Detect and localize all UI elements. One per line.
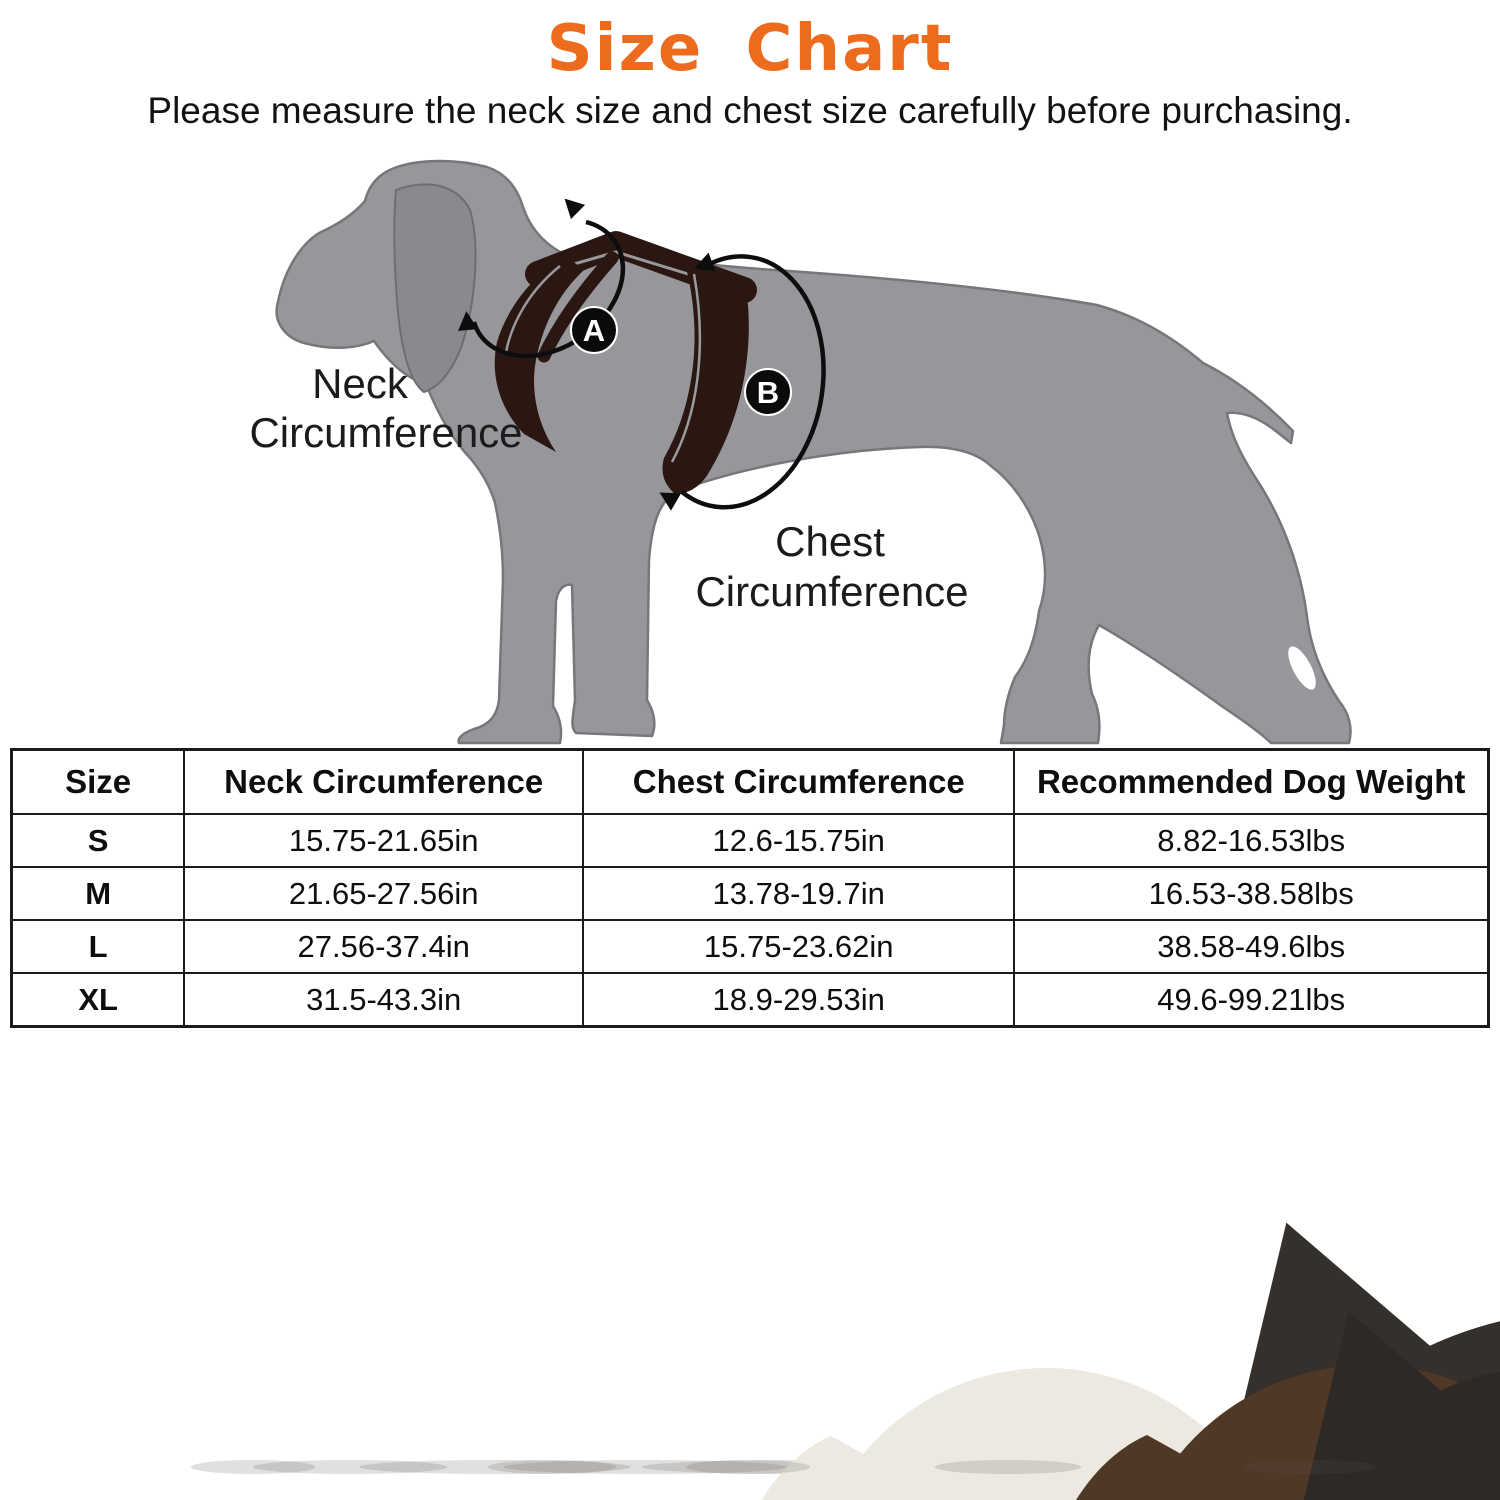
dog-shadow [252, 1460, 448, 1474]
neck-arrow-head-left [458, 311, 478, 331]
col-header-chest: Chest Circumference [582, 748, 1016, 815]
neck-label-line2: Circumference [249, 409, 522, 456]
col-header-neck: Neck Circumference [183, 748, 585, 815]
measurement-diagram: A B Neck Circumference Chest Circumferen… [249, 159, 1352, 745]
table-row-s: S 15.75-21.65in 12.6-15.75in 8.82-16.53l… [10, 813, 1490, 868]
cell-size: L [10, 919, 186, 974]
dog-group-photo [190, 1222, 1500, 1500]
cell-size: M [10, 866, 186, 921]
chest-label-line2: Circumference [695, 568, 968, 615]
size-table: Size Neck Circumference Chest Circumfere… [10, 748, 1490, 1028]
subtitle: Please measure the neck size and chest s… [147, 90, 1353, 131]
harness [494, 231, 757, 494]
cell-neck: 27.56-37.4in [183, 919, 585, 974]
marker-b-letter: B [757, 375, 779, 410]
dog-ear [393, 183, 477, 394]
dog-shadow [359, 1460, 631, 1474]
cell-chest: 18.9-29.53in [582, 972, 1016, 1028]
harness-neck-strap-edge [504, 265, 561, 353]
dog-shadow [1242, 1460, 1378, 1474]
table-row-l: L 27.56-37.4in 15.75-23.62in 38.58-49.6l… [10, 919, 1490, 974]
neck-label-line1: Neck [312, 360, 409, 407]
chest-label-line1: Chest [775, 518, 885, 565]
harness-girth-edge [670, 273, 702, 463]
table-row-xl: XL 31.5-43.3in 18.9-29.53in 49.6-99.21lb… [10, 972, 1490, 1028]
marker-b: B [744, 368, 792, 416]
cell-weight: 16.53-38.58lbs [1013, 866, 1490, 921]
cell-chest: 12.6-15.75in [582, 813, 1016, 868]
cell-chest: 15.75-23.62in [582, 919, 1016, 974]
chest-arrow-head-top [694, 252, 716, 272]
harness-neck-strap [494, 256, 584, 452]
col-header-size: Size [10, 748, 186, 815]
marker-a: A [570, 306, 618, 354]
dog-shadow [934, 1460, 1082, 1474]
size-table-header-row: Size Neck Circumference Chest Circumfere… [10, 748, 1490, 815]
cell-neck: 21.65-27.56in [183, 866, 585, 921]
hind-leg-gap [1288, 646, 1316, 690]
cell-neck: 15.75-21.65in [183, 813, 585, 868]
dog-shadow [503, 1460, 787, 1474]
dog-shadow [190, 1460, 316, 1474]
dog-shadow [487, 1460, 617, 1474]
cell-neck: 31.5-43.3in [183, 972, 585, 1028]
cell-size: XL [10, 972, 186, 1028]
cell-weight: 49.6-99.21lbs [1013, 972, 1490, 1028]
col-header-weight: Recommended Dog Weight [1013, 748, 1490, 815]
table-row-m: M 21.65-27.56in 13.78-19.7in 16.53-38.58… [10, 866, 1490, 921]
chest-arrow-head-bottom [659, 492, 681, 511]
cell-weight: 38.58-49.6lbs [1013, 919, 1490, 974]
neck-arrow-head-top [564, 198, 586, 220]
cell-weight: 8.82-16.53lbs [1013, 813, 1490, 868]
dog-shadow [685, 1460, 811, 1474]
cell-size: S [10, 813, 186, 868]
page-title: Size Chart [546, 12, 954, 86]
marker-a-letter: A [583, 313, 605, 348]
cell-chest: 13.78-19.7in [582, 866, 1016, 921]
harness-inner-strap [537, 251, 619, 363]
chest-loop-arc [680, 254, 826, 510]
arrow-heads [458, 198, 716, 511]
